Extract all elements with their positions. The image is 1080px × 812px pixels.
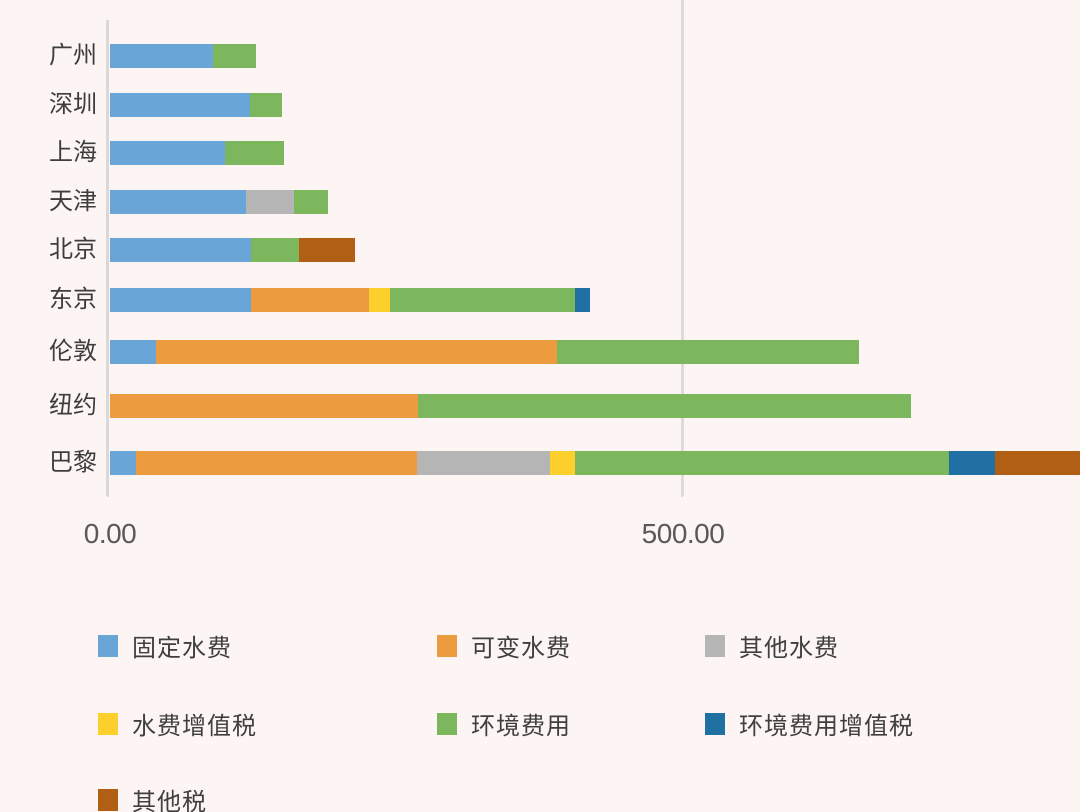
stacked-bar bbox=[110, 141, 285, 165]
bar-segment bbox=[556, 340, 860, 364]
bar-segment bbox=[299, 238, 356, 262]
legend-swatch-icon bbox=[705, 712, 725, 735]
legend-item: 其他税 bbox=[98, 782, 207, 812]
category-label: 上海 bbox=[49, 140, 97, 166]
bar-segment bbox=[994, 451, 1080, 475]
bar-segment bbox=[110, 93, 250, 117]
category-label: 巴黎 bbox=[49, 450, 97, 476]
bar-segment bbox=[110, 141, 225, 165]
bar-segment bbox=[550, 451, 576, 475]
category-label: 深圳 bbox=[49, 92, 97, 118]
category-label: 纽约 bbox=[49, 393, 97, 419]
legend-label: 环境费用 bbox=[471, 714, 571, 740]
x-axis-tick-500 bbox=[681, 484, 683, 497]
bar-segment bbox=[948, 451, 995, 475]
stacked-bar bbox=[110, 238, 356, 262]
stacked-bar bbox=[110, 394, 912, 418]
legend-swatch-icon bbox=[705, 634, 725, 657]
legend-label: 可变水费 bbox=[471, 636, 571, 662]
legend-label: 水费增值税 bbox=[132, 714, 257, 740]
legend-item: 环境费用 bbox=[437, 706, 571, 741]
bar-segment bbox=[249, 93, 282, 117]
bar-segment bbox=[136, 451, 418, 475]
gridline-500 bbox=[681, 0, 684, 496]
bar-segment bbox=[575, 451, 949, 475]
legend-item: 水费增值税 bbox=[98, 706, 257, 741]
bar-segment bbox=[250, 238, 300, 262]
stacked-bar bbox=[110, 93, 282, 117]
x-axis-tick-0 bbox=[107, 484, 109, 497]
legend-item: 环境费用增值税 bbox=[705, 706, 914, 741]
legend-swatch-icon bbox=[98, 788, 118, 811]
legend-label: 环境费用增值税 bbox=[739, 714, 914, 740]
bar-segment bbox=[110, 394, 419, 418]
bar-segment bbox=[418, 394, 912, 418]
bar-segment bbox=[389, 288, 576, 312]
bar-segment bbox=[246, 190, 295, 214]
legend-label: 其他水费 bbox=[739, 636, 839, 662]
bar-segment bbox=[110, 451, 137, 475]
legend: 固定水费 可变水费 其他水费水费增值税 环境费用 环境费用增值税其他税 bbox=[0, 560, 1080, 812]
stacked-bar bbox=[110, 340, 860, 364]
category-label: 广州 bbox=[49, 43, 97, 69]
bar-segment bbox=[110, 44, 214, 68]
category-label: 伦敦 bbox=[49, 339, 97, 365]
legend-label: 其他税 bbox=[132, 790, 207, 812]
legend-swatch-icon bbox=[98, 634, 118, 657]
bar-segment bbox=[575, 288, 591, 312]
stacked-bar bbox=[110, 451, 1080, 475]
bar-segment bbox=[368, 288, 390, 312]
x-axis-label-0: 0.00 bbox=[83, 518, 137, 549]
legend-swatch-icon bbox=[437, 712, 457, 735]
bar-segment bbox=[224, 141, 285, 165]
bar-segment bbox=[250, 288, 369, 312]
bar-segment bbox=[110, 190, 247, 214]
legend-item: 固定水费 bbox=[98, 628, 232, 663]
category-label: 北京 bbox=[49, 237, 97, 263]
bar-segment bbox=[110, 288, 251, 312]
legend-swatch-icon bbox=[98, 712, 118, 735]
y-axis-line bbox=[106, 20, 109, 496]
bar-segment bbox=[417, 451, 551, 475]
legend-label: 固定水费 bbox=[132, 636, 232, 662]
category-label: 天津 bbox=[49, 189, 97, 215]
stacked-bar bbox=[110, 44, 256, 68]
category-label: 东京 bbox=[49, 287, 97, 313]
bar-segment bbox=[294, 190, 328, 214]
bar-segment bbox=[110, 340, 156, 364]
stacked-bar bbox=[110, 288, 591, 312]
legend-item: 可变水费 bbox=[437, 628, 571, 663]
stacked-bar bbox=[110, 190, 328, 214]
bar-segment bbox=[155, 340, 557, 364]
legend-item: 其他水费 bbox=[705, 628, 839, 663]
bar-segment bbox=[110, 238, 251, 262]
bar-segment bbox=[213, 44, 256, 68]
plot-area: 广州深圳上海天津北京东京伦敦纽约巴黎 0.00 500.00 bbox=[49, 0, 1080, 549]
legend-swatch-icon bbox=[437, 634, 457, 657]
x-axis-label-500: 500.00 bbox=[641, 518, 725, 549]
